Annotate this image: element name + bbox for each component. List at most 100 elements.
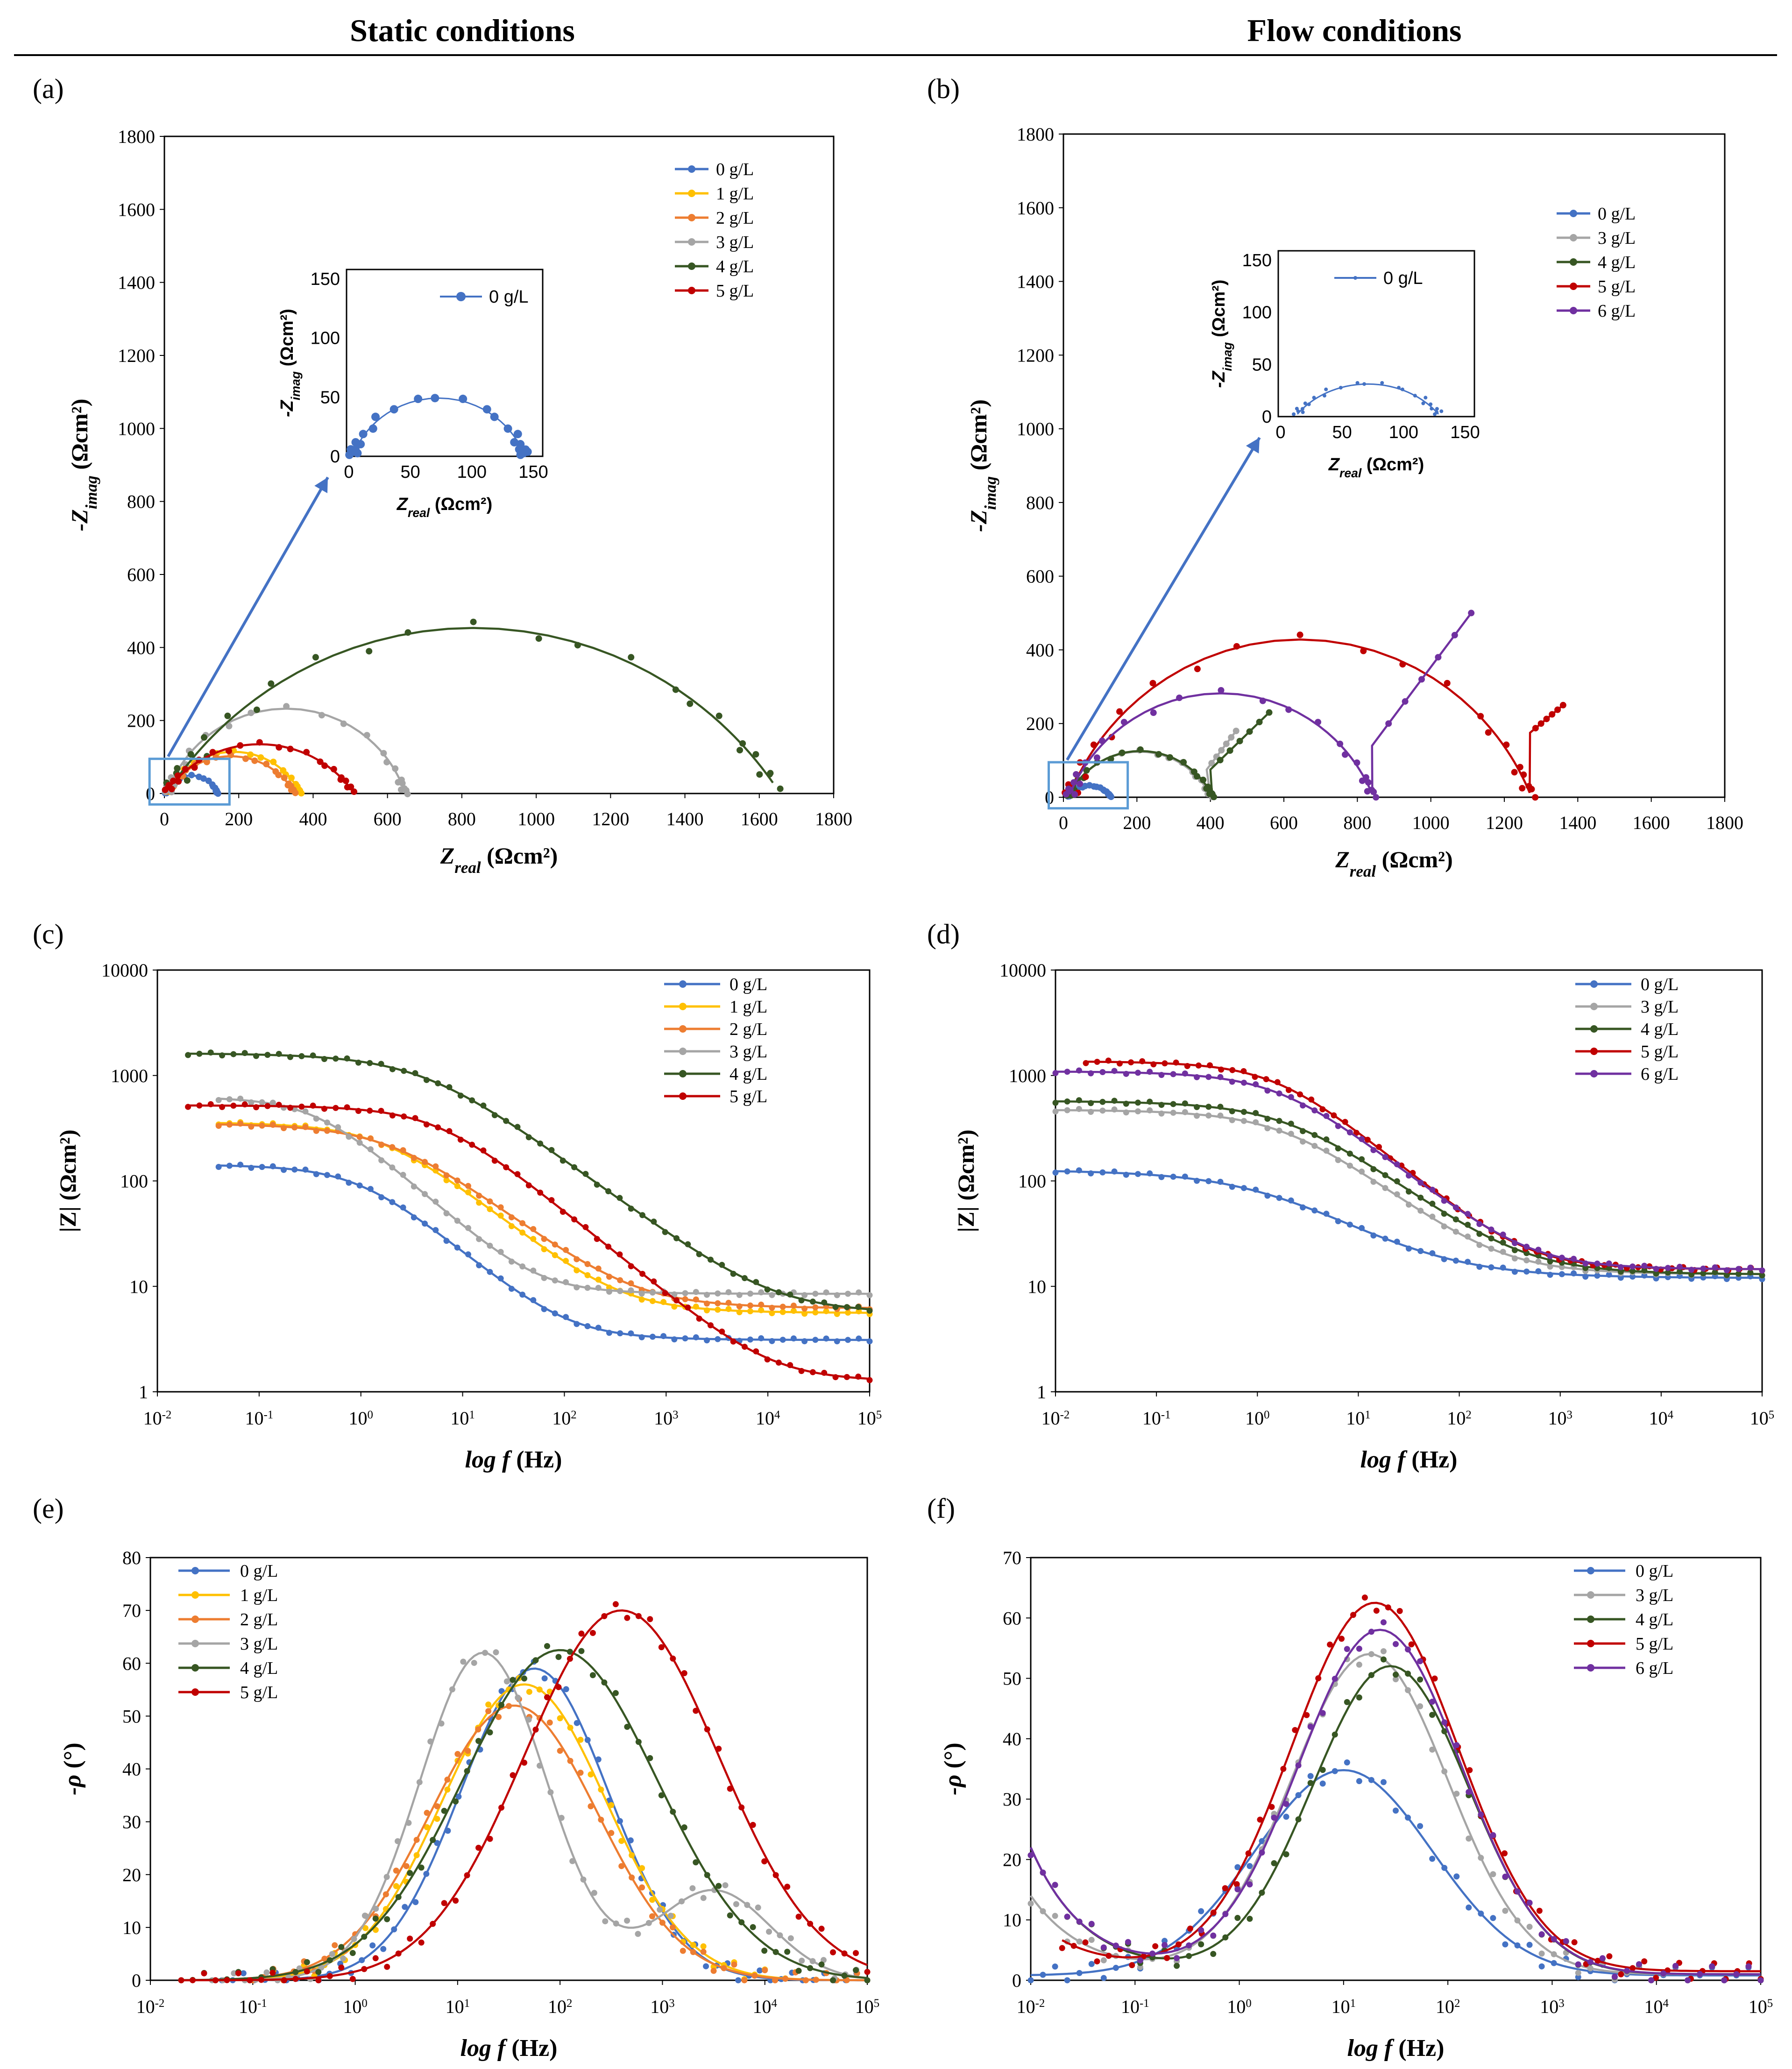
data-point [1441,1256,1447,1262]
data-point [201,734,208,741]
data-point [1208,760,1215,767]
series-line-4gL [1029,1665,1761,1976]
data-point [1406,1201,1412,1208]
data-point [588,1803,594,1810]
data-point [680,1948,686,1954]
data-point [700,1895,707,1901]
data-point [1105,1057,1112,1064]
data-point [1538,1950,1545,1957]
y-tick-label: 1800 [118,126,155,147]
inset-legend-entry: 0 g/L [489,287,529,307]
y-tick-label: 50 [1003,1668,1021,1689]
data-point [1234,1886,1241,1892]
data-point [454,1218,460,1224]
legend-swatch-marker [1590,1003,1598,1010]
x-tick-label: 1400 [666,808,704,829]
legend-entry: 2 g/L [730,1020,767,1039]
data-point [571,1164,578,1170]
data-point [671,1291,678,1298]
data-point [1339,1636,1345,1642]
inset-x-tick-label: 0 [1275,423,1285,442]
data-point [449,1686,455,1693]
data-point [497,1212,504,1219]
data-point [1288,1131,1294,1137]
legend-swatch-marker [191,1688,199,1696]
data-point [624,1723,630,1730]
data-point [446,1128,453,1134]
x-tick-label: 102 [1436,1996,1460,2017]
x-tick-label: 105 [1749,1996,1773,2017]
inset-data-point [1400,387,1404,391]
data-point [1076,1918,1083,1925]
data-point [1382,1185,1388,1191]
data-point [1444,680,1451,687]
data-point [503,1118,510,1124]
data-point [689,1885,696,1892]
data-point [526,1688,532,1695]
data-point [340,1955,347,1962]
data-point [372,1955,379,1962]
y-axis-label-part: (°) [59,1743,86,1774]
data-point [767,770,774,777]
data-point [1382,1172,1388,1178]
data-point [1276,1090,1282,1097]
data-point [302,1108,309,1115]
y-axis-label-part: (Ωcm²) [66,399,92,476]
data-point [537,1141,544,1147]
data-point [1323,1112,1330,1119]
data-point [1182,1070,1188,1077]
y-tick-label: 800 [1026,492,1054,513]
data-point [382,1891,389,1898]
data-point [685,1241,691,1247]
data-point [1218,747,1225,754]
inset-data-point [390,405,398,414]
x-tick-label: 400 [299,808,327,829]
data-point [1417,1248,1424,1254]
y-tick-label: 10 [122,1917,141,1938]
data-point [1431,1675,1438,1682]
data-point [1228,734,1235,741]
data-point [1452,1204,1459,1211]
data-point [843,1304,850,1311]
data-point [787,1935,794,1941]
data-point [1319,1106,1326,1112]
y-tick-label: 1400 [118,272,155,293]
data-point [782,1976,789,1982]
data-point [475,1726,482,1733]
data-point [485,1701,492,1708]
data-point [175,778,182,785]
series-line-5gL [1086,1060,1762,1270]
data-point [823,1308,829,1314]
data-point [476,1192,482,1199]
data-point [247,1977,253,1984]
data-point [491,1112,498,1119]
x-tick-label-part: 10 [446,1996,464,2017]
legend-swatch-marker [688,262,695,270]
data-point [807,1920,814,1927]
data-point [843,1977,850,1984]
data-point [618,1863,625,1870]
data-point [617,1330,623,1337]
data-point [601,1679,608,1686]
data-point [1222,1911,1229,1917]
data-point [333,1056,339,1062]
x-tick-label-part: 10 [1332,1996,1350,2017]
data-point [747,1308,753,1314]
data-point [391,1926,397,1933]
data-point [775,1289,782,1296]
data-point [658,1644,665,1651]
data-point [1394,1191,1400,1197]
data-point [412,1899,419,1906]
inset-data-point [1435,407,1439,411]
data-point [347,783,354,790]
y-tick-label: 10000 [101,960,148,981]
data-point [1712,1264,1718,1271]
data-point [853,1950,859,1956]
data-point [1485,729,1492,736]
inset-y-tick-label: 150 [311,269,340,289]
data-point [681,1670,687,1677]
data-point [1672,1963,1679,1969]
legend-entry: 5 g/L [716,281,754,301]
data-point [715,1290,721,1297]
data-point [1332,1675,1338,1682]
